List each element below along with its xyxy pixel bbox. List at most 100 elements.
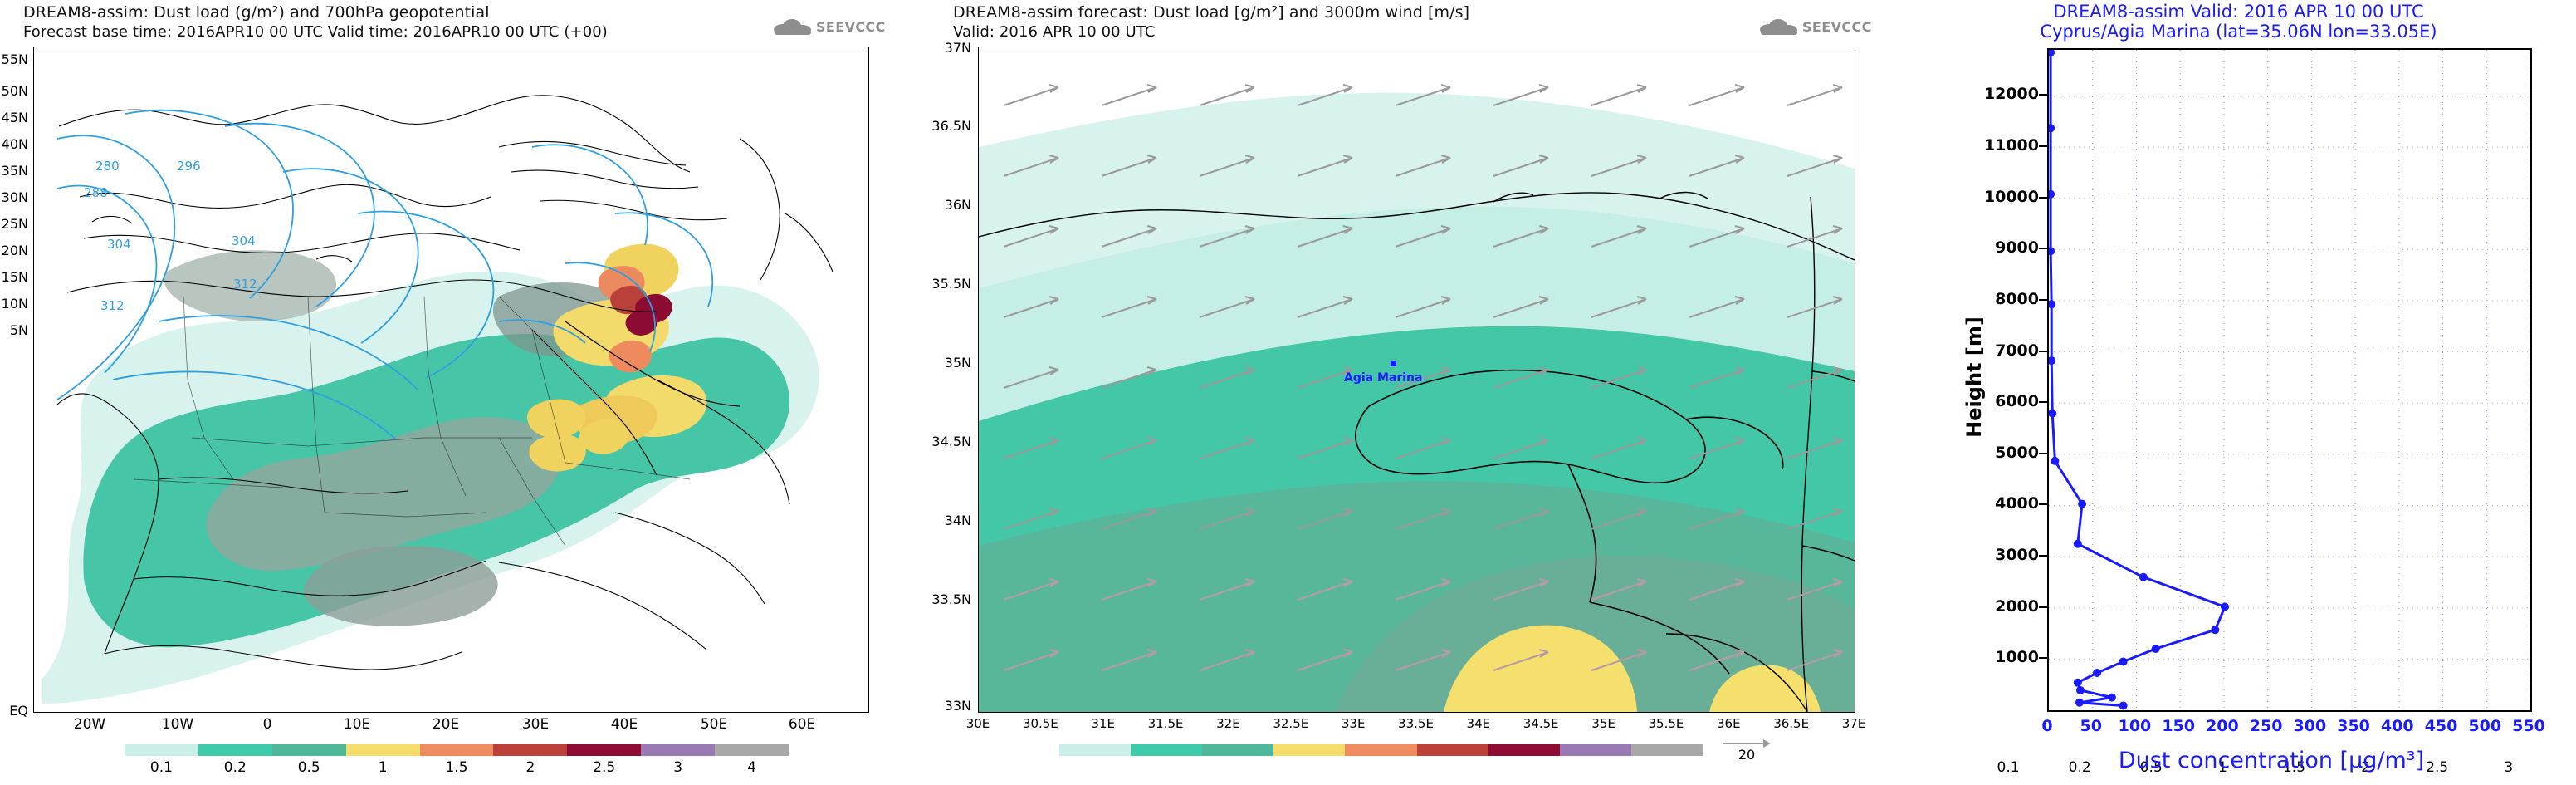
wind-vector-head — [1734, 437, 1745, 446]
profile-xtick: 50 — [2080, 717, 2102, 735]
profile-ytick-mark — [2039, 145, 2047, 148]
colorbar-label: 0.1 — [149, 759, 173, 776]
wind-vector — [1297, 581, 1353, 601]
profile-data-point — [2073, 678, 2082, 687]
panel2-title: DREAM8-assim forecast: Dust load [g/m²] … — [953, 3, 1470, 22]
panel2-xtick: 32E — [1216, 716, 1240, 731]
profile-xtick: 550 — [2512, 717, 2545, 735]
wind-vector — [1493, 298, 1549, 318]
wind-vector-head — [1636, 155, 1647, 164]
wind-vector-head — [1734, 649, 1745, 658]
wind-vector — [1395, 439, 1451, 459]
wind-vector-head — [1342, 225, 1353, 234]
wind-vector — [1297, 228, 1353, 248]
profile-plot-area[interactable] — [2046, 48, 2532, 712]
panel2-ytick-36.5N: 36.5N — [931, 118, 971, 134]
wind-vector-head — [1244, 296, 1255, 305]
colorbar-swatch — [641, 744, 716, 756]
colorbar-label: 0.2 — [2068, 759, 2091, 776]
colorbar-swatch — [1202, 744, 1274, 756]
wind-vector-head — [1734, 296, 1745, 305]
profile-data-point — [2073, 539, 2082, 548]
wind-vector-head — [1734, 508, 1745, 517]
wind-vector — [1689, 298, 1745, 318]
profile-xtick: 300 — [2293, 717, 2327, 735]
profile-xtick: 150 — [2162, 717, 2196, 735]
wind-vector — [1787, 298, 1843, 318]
panel1-ytick-55N: 55N — [1, 52, 28, 67]
wind-vector — [1101, 581, 1157, 601]
wind-vector-head — [1048, 366, 1059, 375]
panel2-map[interactable]: Agia Marina — [978, 47, 1855, 713]
panel1-map[interactable]: 280 288 296 304 304 312 312 — [33, 47, 869, 713]
wind-vector — [1591, 228, 1647, 248]
colorbar-swatch — [345, 744, 420, 756]
panel1-title: DREAM8-assim: Dust load (g/m²) and 700hP… — [23, 3, 490, 22]
wind-vector-head — [1832, 225, 1843, 234]
profile-ytick-mark — [2039, 196, 2047, 199]
colorbar-label: 0.1 — [1997, 759, 2020, 776]
profile-ytick: 1000 — [1995, 648, 2039, 667]
wind-vector-head — [1636, 296, 1647, 305]
profile-plot-graphic — [2046, 48, 2531, 710]
profile-points — [2046, 48, 2229, 710]
wind-vector-head — [1538, 366, 1549, 375]
wind-vector — [1689, 369, 1745, 389]
wind-vector — [1591, 581, 1647, 601]
profile-ytick-mark — [2039, 555, 2047, 557]
wind-vector-head — [1146, 437, 1157, 446]
wind-vector — [1003, 86, 1059, 106]
wind-vector — [1395, 581, 1451, 601]
panel1-xtick-40E: 40E — [610, 716, 638, 733]
wind-vector — [1395, 228, 1451, 248]
wind-vector-head — [1832, 366, 1843, 375]
wind-vector — [1199, 228, 1255, 248]
wind-vector — [1101, 157, 1157, 177]
profile-data-point — [2047, 356, 2056, 366]
wind-vector-head — [1832, 155, 1843, 164]
wind-vector-head — [1342, 508, 1353, 517]
wind-vector-head — [1146, 296, 1157, 305]
wind-vector — [1297, 86, 1353, 106]
panel1-map-graphic: 280 288 296 304 304 312 312 — [34, 47, 868, 712]
panel2-xtick: 35.5E — [1648, 716, 1684, 731]
profile-ytick-mark — [2039, 452, 2047, 454]
wind-vector — [1199, 510, 1255, 530]
wind-vector — [1689, 157, 1745, 177]
wind-vector-head — [1440, 155, 1451, 164]
panel1-subtitle: Forecast base time: 2016APR10 00 UTC Val… — [23, 23, 608, 41]
panel2-xtick: 36.5E — [1773, 716, 1810, 731]
profile-data-point — [2119, 701, 2128, 710]
wind-vector-head — [1832, 649, 1843, 658]
wind-vector-head — [1636, 225, 1647, 234]
profile-xtick: 100 — [2118, 717, 2152, 735]
profile-data-point — [2046, 247, 2055, 256]
wind-vector-head — [1244, 225, 1255, 234]
panel1-xtick-20W: 20W — [73, 716, 106, 733]
panel2-ytick-37N: 37N — [944, 40, 971, 56]
wind-vector — [1297, 298, 1353, 318]
panel1-xtick-60E: 60E — [788, 716, 816, 733]
wind-vector — [1003, 298, 1059, 318]
wind-vector — [1199, 369, 1255, 389]
wind-vector — [1787, 439, 1843, 459]
wind-vector — [1689, 228, 1745, 248]
agia-marina-marker[interactable] — [1391, 361, 1396, 366]
wind-vector-head — [1832, 578, 1843, 587]
cloud-icon-2 — [1760, 18, 1798, 35]
profile-ytick: 11000 — [1983, 136, 2039, 155]
wind-vector-head — [1440, 84, 1451, 93]
profile-xtick: 400 — [2380, 717, 2414, 735]
svg-text:288: 288 — [84, 185, 108, 200]
wind-vector-head — [1538, 296, 1549, 305]
profile-ytick: 6000 — [1995, 392, 2039, 411]
colorbar-swatch — [493, 744, 568, 756]
wind-vector-head — [1342, 366, 1353, 375]
wind-vector — [1395, 651, 1451, 671]
colorbar-label: 2 — [2361, 759, 2371, 776]
wind-vector — [1493, 369, 1549, 389]
colorbar-label: 1 — [378, 759, 388, 776]
panel3-title-line2: Cyprus/Agia Marina (lat=35.06N lon=33.05… — [2040, 22, 2437, 42]
profile-xtick: 350 — [2337, 717, 2370, 735]
colorbar-swatch — [419, 744, 494, 756]
